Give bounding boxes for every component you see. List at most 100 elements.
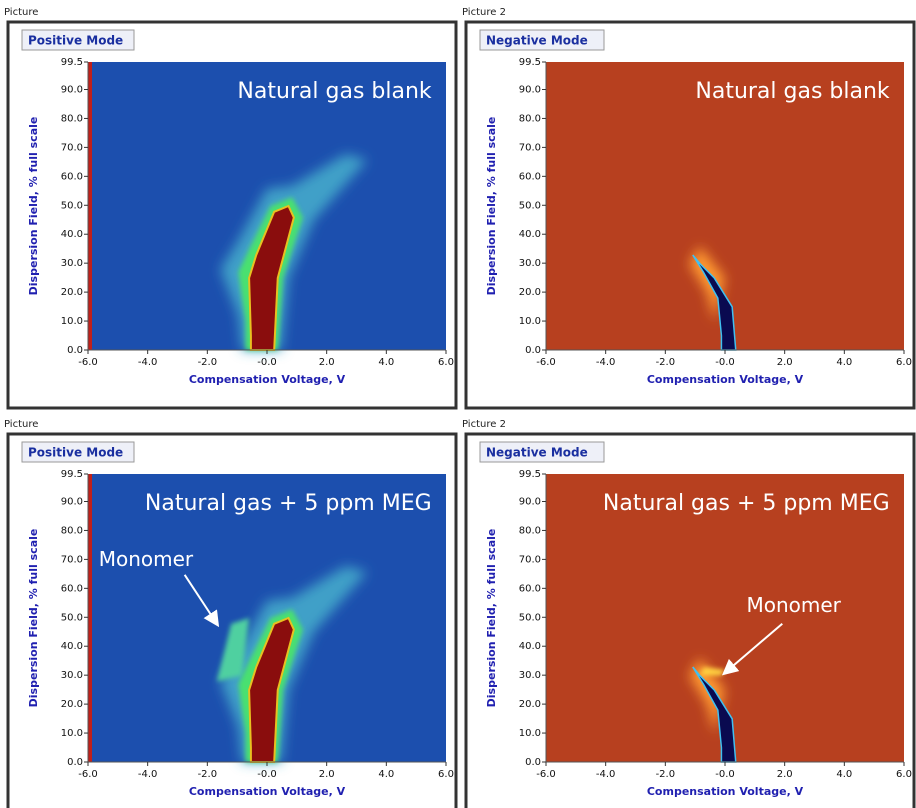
y-tick-label: 50.0 xyxy=(519,612,541,623)
heatmap-plume xyxy=(88,62,368,351)
y-tick-label: 50.0 xyxy=(61,200,83,211)
heatmap-plume xyxy=(689,658,737,763)
callout: Monomer xyxy=(99,547,194,571)
y-tick-label: 20.0 xyxy=(519,287,541,298)
annotation: Natural gas blank xyxy=(695,79,890,104)
y-tick-label: 60.0 xyxy=(61,583,83,594)
y-tick-label: 10.0 xyxy=(61,728,83,739)
annotation: Natural gas + 5 ppm MEG xyxy=(603,491,890,516)
x-tick-label: 4.0 xyxy=(378,769,394,780)
mode-label: Positive Mode xyxy=(28,446,123,460)
y-tick-label: 80.0 xyxy=(61,113,83,124)
x-tick-label: 6.0 xyxy=(438,769,454,780)
x-tick-label: -6.0 xyxy=(78,357,98,368)
x-axis-title: Compensation Voltage, V xyxy=(189,785,346,798)
y-tick-label: 60.0 xyxy=(519,583,541,594)
x-tick-label: -4.0 xyxy=(596,769,616,780)
y-tick-label: 30.0 xyxy=(519,258,541,269)
x-tick-label: -0.0 xyxy=(715,357,735,368)
x-tick-label: -4.0 xyxy=(138,357,158,368)
x-axis-title: Compensation Voltage, V xyxy=(189,373,346,386)
x-tick-label: 2.0 xyxy=(777,769,793,780)
y-tick-label: 70.0 xyxy=(61,142,83,153)
x-axis-title: Compensation Voltage, V xyxy=(647,785,804,798)
x-tick-label: 6.0 xyxy=(896,769,912,780)
x-tick-label: -4.0 xyxy=(596,357,616,368)
y-axis-title: Dispersion Field, % full scale xyxy=(27,529,40,708)
y-tick-label: 99.5 xyxy=(519,57,541,68)
mode-tab xyxy=(21,441,135,463)
core xyxy=(692,254,737,351)
x-axis-title: Compensation Voltage, V xyxy=(647,373,804,386)
x-tick-label: 2.0 xyxy=(319,357,335,368)
halo xyxy=(689,246,725,322)
x-tick-label: 2.0 xyxy=(777,357,793,368)
heatmap-plume xyxy=(88,474,368,763)
y-tick-label: 40.0 xyxy=(519,641,541,652)
monomer-band xyxy=(699,666,725,676)
x-tick-label: -0.0 xyxy=(257,769,277,780)
y-tick-label: 90.0 xyxy=(61,84,83,95)
x-tick-label: -6.0 xyxy=(536,769,556,780)
annotation: Natural gas blank xyxy=(237,79,432,104)
x-tick-label: -2.0 xyxy=(656,769,676,780)
y-tick-label: 90.0 xyxy=(519,84,541,95)
x-tick-label: -6.0 xyxy=(78,769,98,780)
y-tick-label: 99.5 xyxy=(61,469,83,480)
x-tick-label: 6.0 xyxy=(896,357,912,368)
y-tick-label: 80.0 xyxy=(519,113,541,124)
y-tick-label: 50.0 xyxy=(61,612,83,623)
core xyxy=(692,666,737,763)
y-tick-label: 0.0 xyxy=(67,757,83,768)
mode-label: Positive Mode xyxy=(28,34,123,48)
y-tick-label: 10.0 xyxy=(519,728,541,739)
mode-tab xyxy=(21,29,135,51)
y-tick-label: 30.0 xyxy=(519,670,541,681)
y-tick-label: 20.0 xyxy=(61,699,83,710)
x-tick-label: -2.0 xyxy=(198,769,218,780)
core xyxy=(248,616,295,763)
y-tick-label: 10.0 xyxy=(519,316,541,327)
edge-strip xyxy=(88,62,92,350)
y-axis-title: Dispersion Field, % full scale xyxy=(485,529,498,708)
halo xyxy=(689,658,725,734)
y-tick-label: 40.0 xyxy=(519,229,541,240)
y-tick-label: 70.0 xyxy=(519,554,541,565)
callout: Monomer xyxy=(746,593,841,617)
x-tick-label: -0.0 xyxy=(257,357,277,368)
x-tick-label: -4.0 xyxy=(138,769,158,780)
y-tick-label: 60.0 xyxy=(519,171,541,182)
x-tick-label: 2.0 xyxy=(319,769,335,780)
y-tick-label: 60.0 xyxy=(61,171,83,182)
y-tick-label: 80.0 xyxy=(61,525,83,536)
y-tick-label: 99.5 xyxy=(61,57,83,68)
y-tick-label: 40.0 xyxy=(61,229,83,240)
y-tick-label: 0.0 xyxy=(525,757,541,768)
annotation: Natural gas + 5 ppm MEG xyxy=(145,491,432,516)
y-tick-label: 0.0 xyxy=(525,345,541,356)
y-tick-label: 90.0 xyxy=(61,496,83,507)
y-tick-label: 50.0 xyxy=(519,200,541,211)
mode-tab xyxy=(479,441,605,463)
y-tick-label: 70.0 xyxy=(519,142,541,153)
caption: Picture 2 xyxy=(462,419,506,430)
x-tick-label: -2.0 xyxy=(656,357,676,368)
y-tick-label: 30.0 xyxy=(61,258,83,269)
callout-arrow xyxy=(721,622,783,676)
y-axis-title: Dispersion Field, % full scale xyxy=(485,117,498,296)
y-tick-label: 40.0 xyxy=(61,641,83,652)
y-tick-label: 99.5 xyxy=(519,469,541,480)
callout-arrow xyxy=(183,574,220,628)
y-tick-label: 70.0 xyxy=(61,554,83,565)
x-tick-label: -2.0 xyxy=(198,357,218,368)
caption: Picture 2 xyxy=(462,7,506,18)
core xyxy=(248,204,295,351)
x-tick-label: 4.0 xyxy=(836,357,852,368)
y-tick-label: 90.0 xyxy=(519,496,541,507)
y-axis-title: Dispersion Field, % full scale xyxy=(27,117,40,296)
y-tick-label: 0.0 xyxy=(67,345,83,356)
mode-tab xyxy=(479,29,605,51)
x-tick-label: -6.0 xyxy=(536,357,556,368)
x-tick-label: 6.0 xyxy=(438,357,454,368)
